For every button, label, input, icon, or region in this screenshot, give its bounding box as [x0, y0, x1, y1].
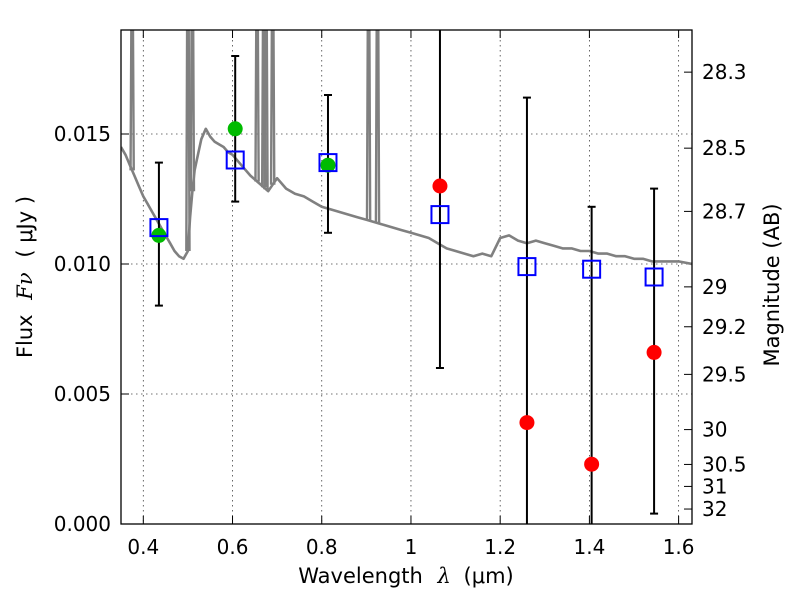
x-tick-label: 1.4 [573, 535, 605, 559]
observed-flux-point [519, 415, 535, 431]
model-band-square [644, 267, 664, 287]
emission-line-spike [254, 30, 260, 182]
mag-tick-label: 32 [702, 497, 727, 521]
y-tick-label: 0.015 [54, 122, 111, 146]
emission-line-spike [189, 30, 196, 192]
model-band-square [225, 150, 245, 170]
mag-tick-label: 29.5 [702, 362, 747, 386]
y-axis-title-symbol: Fν [13, 272, 37, 301]
x-tick-label: 1.6 [663, 535, 695, 559]
mag-tick-label: 31 [702, 474, 727, 498]
y-tick-label: 0.005 [54, 382, 111, 406]
grid-lines [121, 30, 692, 524]
detected-flux-point [227, 121, 243, 137]
model-band-square [149, 218, 169, 238]
x-axis-title-prefix: Wavelength [298, 564, 423, 588]
model-spectrum-line [121, 127, 692, 266]
x-tick-label: 1.2 [484, 535, 516, 559]
y-axis-title-prefix: Flux [13, 314, 37, 358]
y-tick-label: 0.000 [54, 512, 111, 536]
model-band-square [582, 259, 602, 279]
emission-line-spike [269, 30, 276, 185]
detected-flux-point [320, 157, 336, 173]
mag-tick-label: 28.5 [702, 136, 747, 160]
mag-tick-label: 29 [702, 275, 727, 299]
x-tick-label: 0.6 [217, 535, 249, 559]
observed-flux-point [646, 344, 662, 360]
y2-axis-title: Magnitude (AB) [760, 203, 784, 366]
x-tick-label: 1 [405, 535, 418, 559]
x-axis-title-symbol: λ [437, 564, 451, 588]
model-band-square [318, 153, 338, 173]
x-tick-label: 0.8 [306, 535, 338, 559]
emission-line-spike [365, 30, 372, 221]
y-axis-title-units: ( μJy ) [13, 196, 37, 258]
x-axis-title-units: (μm) [464, 564, 514, 588]
axis-ticks [121, 30, 692, 525]
emission-line-spike [374, 30, 381, 224]
mag-tick-label: 30 [702, 418, 727, 442]
emission-line-spike [263, 30, 269, 190]
marker-layer [149, 121, 664, 472]
mag-tick-label: 30.5 [702, 452, 747, 476]
x-axis-title: Wavelength λ (μm) [298, 564, 513, 588]
emission-line-spike [129, 30, 135, 171]
y-axis-title: Flux Fν ( μJy ) [13, 196, 37, 358]
mag-tick-label: 29.2 [702, 315, 747, 339]
mag-tick-label: 28.3 [702, 60, 747, 84]
y-tick-label: 0.010 [54, 252, 111, 276]
model-band-square [517, 257, 537, 277]
plot-frame [120, 29, 693, 525]
model-band-square [430, 205, 450, 225]
model-spectrum-layer [121, 30, 692, 266]
observed-flux-point [584, 456, 600, 472]
x-tick-label: 0.4 [127, 535, 159, 559]
emission-line-spike [185, 30, 191, 252]
mag-tick-label: 28.7 [702, 199, 747, 223]
plot-background [121, 30, 692, 524]
tick-labels: 0.4 0.6 0.8 1 1.2 1.4 1.6 0.000 0.005 0.010 0.015 2… [54, 60, 747, 559]
observed-flux-point [432, 178, 448, 194]
